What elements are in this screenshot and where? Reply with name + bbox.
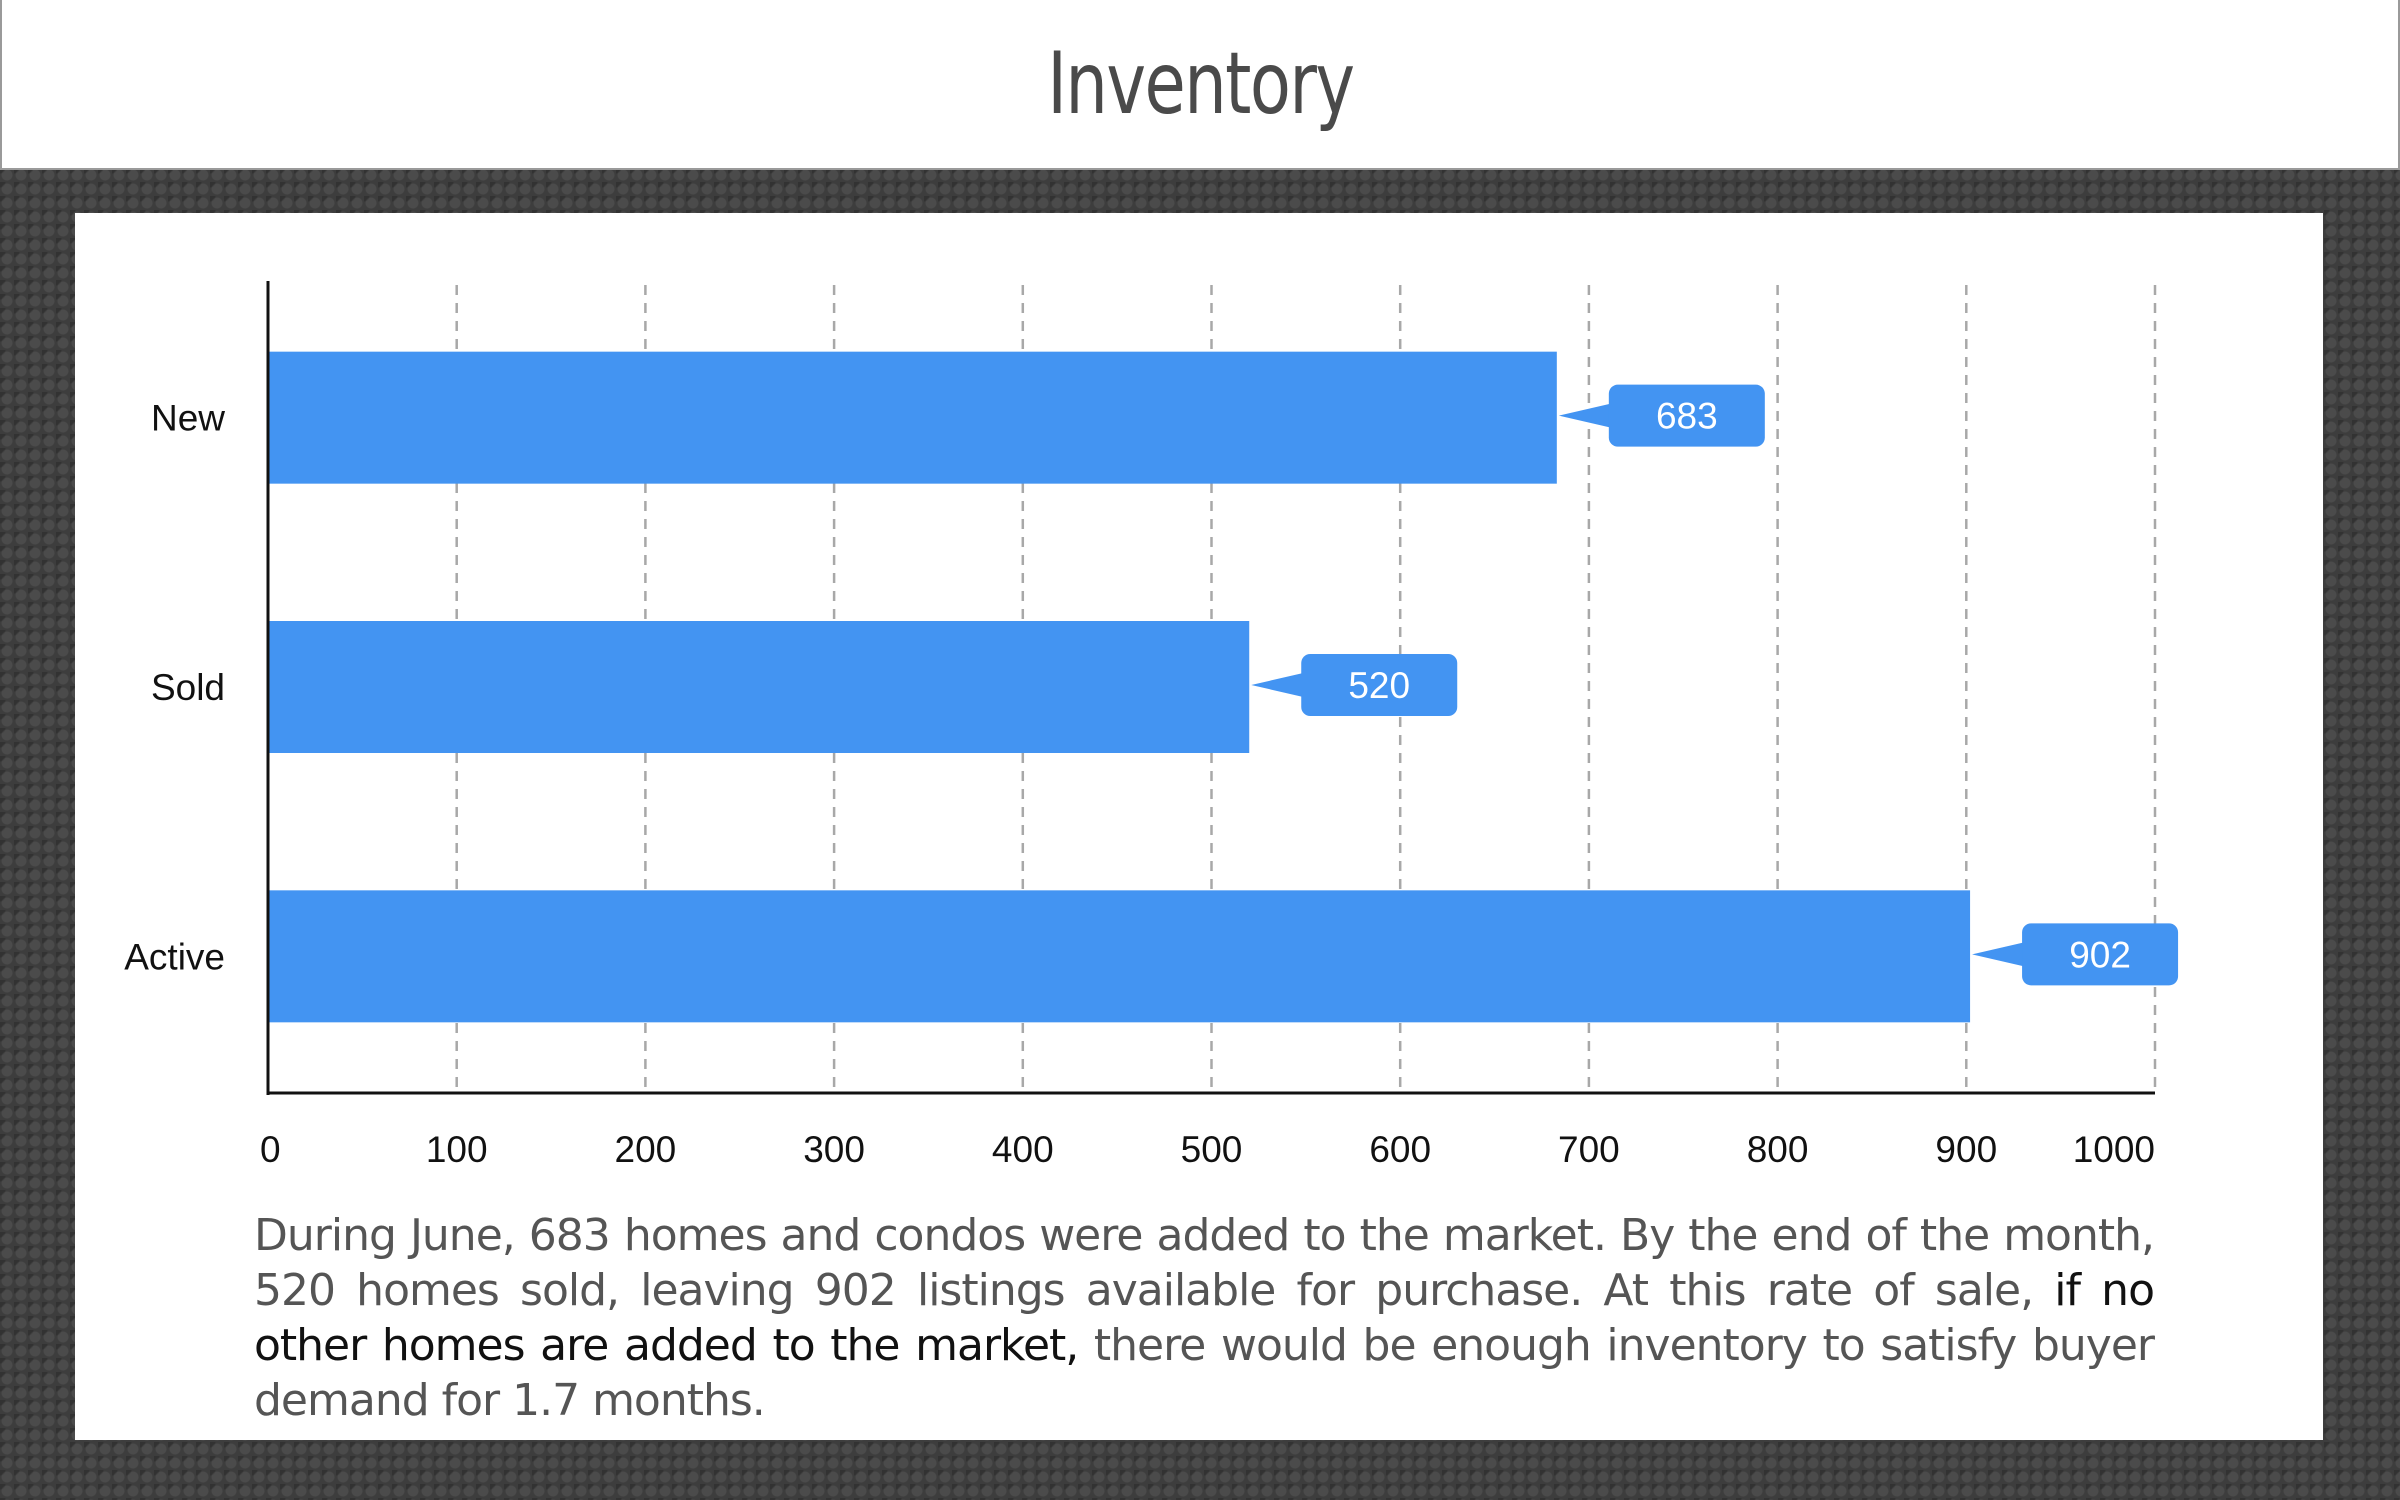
data-label: 683 <box>1656 396 1718 437</box>
data-label-box <box>1608 384 1765 447</box>
bar-sold <box>268 621 1250 753</box>
chart-description: During June, 683 homes and condos were a… <box>254 1208 2155 1428</box>
description-highlight: if no other homes are added to the marke… <box>254 1265 2155 1371</box>
x-tick-label: 100 <box>426 1129 488 1170</box>
header-banner: Inventory <box>0 0 2400 170</box>
category-label: Sold <box>151 667 225 708</box>
x-tick-label: 400 <box>992 1129 1054 1170</box>
callout-pointer <box>1972 942 2025 967</box>
description-text-2: there would be enough inventory to satis… <box>254 1320 2155 1426</box>
chart-card: New 683 Sold 520 Active 902 0 100 200 300 400 500 60… <box>75 213 2323 1440</box>
x-tick-label: 0 <box>260 1129 281 1170</box>
x-tick-label: 500 <box>1181 1129 1243 1170</box>
inventory-bar-chart: New 683 Sold 520 Active 902 0 100 200 300 400 500 60… <box>124 281 2179 1170</box>
page-title: Inventory <box>1046 34 1355 134</box>
category-label: Active <box>124 936 225 977</box>
data-label-box <box>1301 654 1458 716</box>
x-tick-label: 1000 <box>2073 1129 2155 1170</box>
x-tick-label: 900 <box>1935 1129 1997 1170</box>
callout-pointer <box>1251 673 1304 697</box>
data-label: 520 <box>1348 665 1410 706</box>
callout-pointer <box>1558 403 1611 428</box>
x-tick-label: 800 <box>1747 1129 1809 1170</box>
x-tick-label: 200 <box>615 1129 677 1170</box>
x-tick-label: 300 <box>803 1129 865 1170</box>
description-text-1: During June, 683 homes and condos were a… <box>254 1210 2155 1316</box>
x-tick-label: 600 <box>1369 1129 1431 1170</box>
x-tick-label: 700 <box>1558 1129 1620 1170</box>
data-label: 902 <box>2069 934 2131 975</box>
bar-active <box>268 890 1971 1023</box>
bar-new <box>268 351 1557 484</box>
category-label: New <box>151 398 225 439</box>
data-label-box <box>2022 923 2179 986</box>
